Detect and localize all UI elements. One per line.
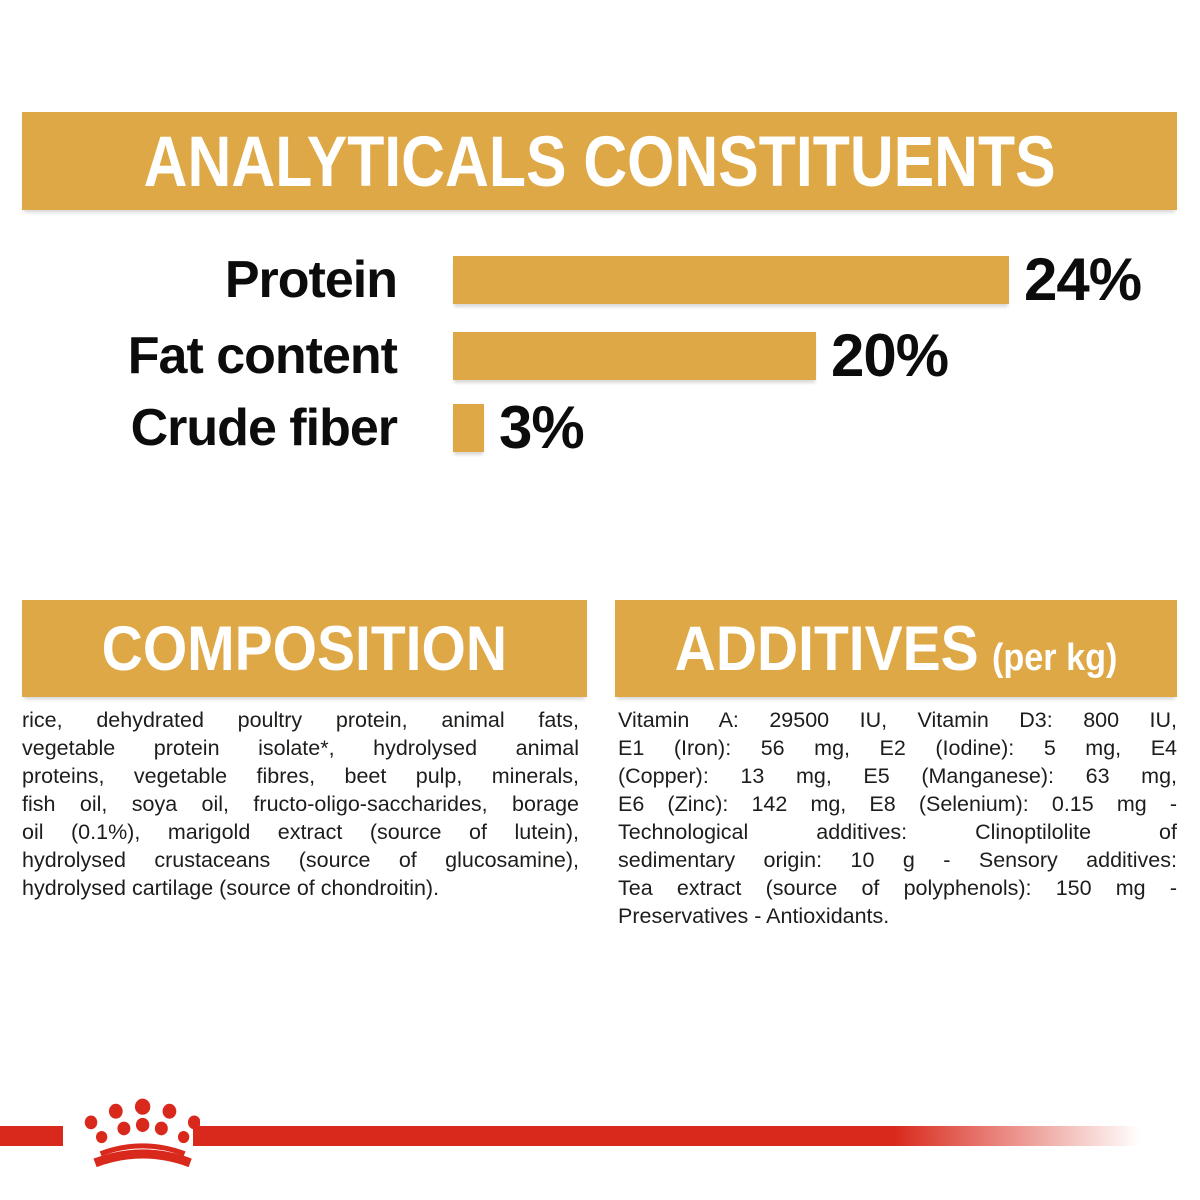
text-line: Technological additives: Clinoptilolite …: [618, 820, 1177, 844]
royal-canin-crown-logo: [84, 1098, 200, 1168]
analyticals-banner: ANALYTICALS CONSTITUENTS: [22, 112, 1177, 210]
bar-value-fat: 20%: [831, 322, 949, 389]
additives-per-kg-label: (per kg): [991, 635, 1118, 679]
crown-arcs: [93, 1143, 192, 1168]
additives-title: ADDITIVES (per kg): [675, 612, 1118, 684]
footer-rule-left: [0, 1126, 63, 1146]
additives-title-text: ADDITIVES: [674, 613, 979, 684]
text-line: E1 (Iron): 56 mg, E2 (Iodine): 5 mg, E4: [618, 736, 1177, 760]
text-line: E6 (Zinc): 142 mg, E8 (Selenium): 0.15 m…: [618, 792, 1177, 816]
text-line: Tea extract (source of polyphenols): 150…: [618, 876, 1177, 900]
bar-fiber: [453, 404, 484, 452]
bar-value-fiber: 3%: [499, 394, 585, 461]
text-line: rice, dehydrated poultry protein, animal…: [22, 708, 579, 732]
analyticals-title: ANALYTICALS CONSTITUENTS: [143, 121, 1056, 201]
text-line: proteins, vegetable fibres, beet pulp, m…: [22, 764, 579, 788]
text-line: hydrolysed crustaceans (source of glucos…: [22, 848, 579, 872]
composition-text: rice, dehydrated poultry protein, animal…: [22, 706, 579, 902]
text-line: (Copper): 13 mg, E5 (Manganese): 63 mg,: [618, 764, 1177, 788]
text-line: fish oil, soya oil, fructo-oligo-sacchar…: [22, 792, 579, 816]
bar-label-fiber: Crude fiber: [130, 399, 398, 457]
composition-banner: COMPOSITION: [22, 600, 587, 697]
bar-label-fat: Fat content: [127, 327, 398, 385]
footer-rule-right: [193, 1126, 1140, 1146]
text-line: vegetable protein isolate*, hydrolysed a…: [22, 736, 579, 760]
text-line: sedimentary origin: 10 g - Sensory addit…: [618, 848, 1177, 872]
bar-fat: [453, 332, 816, 380]
crown-dots: [84, 1098, 200, 1144]
composition-title: COMPOSITION: [101, 613, 508, 684]
bar-protein: [453, 256, 1009, 304]
text-line: oil (0.1%), marigold extract (source of …: [22, 820, 579, 844]
text-line: Vitamin A: 29500 IU, Vitamin D3: 800 IU,: [618, 708, 1177, 732]
text-line: hydrolysed cartilage (source of chondroi…: [22, 876, 440, 900]
additives-text: Vitamin A: 29500 IU, Vitamin D3: 800 IU,…: [618, 706, 1177, 930]
bar-label-protein: Protein: [224, 251, 398, 309]
text-line: Preservatives - Antioxidants.: [618, 904, 890, 928]
additives-banner: ADDITIVES (per kg): [615, 600, 1177, 697]
bar-value-protein: 24%: [1024, 246, 1142, 313]
